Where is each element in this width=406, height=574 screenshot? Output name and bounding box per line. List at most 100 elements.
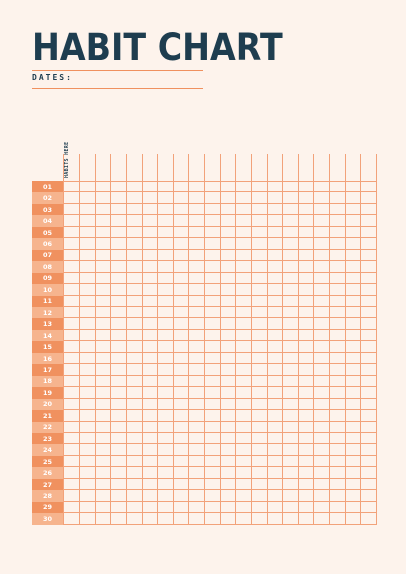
- habit-check-cell[interactable]: [297, 249, 315, 262]
- habit-check-cell[interactable]: [219, 261, 237, 273]
- habit-check-cell[interactable]: [204, 329, 221, 342]
- habit-check-cell[interactable]: [219, 352, 237, 365]
- habit-check-cell[interactable]: [235, 341, 252, 353]
- habit-check-cell[interactable]: [360, 421, 377, 433]
- habit-check-cell[interactable]: [125, 203, 143, 216]
- habit-check-cell[interactable]: [282, 513, 299, 525]
- habit-check-cell[interactable]: [297, 181, 315, 193]
- habit-check-cell[interactable]: [125, 478, 143, 491]
- habit-check-cell[interactable]: [250, 375, 268, 388]
- habit-check-cell[interactable]: [360, 444, 377, 456]
- habit-check-cell[interactable]: [188, 421, 206, 433]
- habit-check-cell[interactable]: [125, 238, 143, 250]
- habit-check-cell[interactable]: [313, 341, 331, 353]
- habit-check-cell[interactable]: [204, 421, 221, 433]
- habit-check-cell[interactable]: [360, 341, 377, 353]
- habit-check-cell[interactable]: [360, 364, 377, 376]
- habit-check-cell[interactable]: [141, 387, 159, 399]
- habit-check-cell[interactable]: [250, 249, 268, 262]
- habit-check-cell[interactable]: [344, 238, 362, 250]
- habit-check-cell[interactable]: [266, 364, 284, 376]
- habit-check-cell[interactable]: [110, 306, 127, 319]
- habit-check-cell[interactable]: [297, 398, 315, 411]
- habit-check-cell[interactable]: [141, 238, 159, 250]
- habit-check-cell[interactable]: [141, 329, 159, 342]
- habit-check-cell[interactable]: [297, 375, 315, 388]
- habit-check-cell[interactable]: [282, 192, 299, 204]
- habit-check-cell[interactable]: [125, 410, 143, 422]
- habit-check-cell[interactable]: [266, 203, 284, 216]
- habit-name-cell[interactable]: [63, 226, 80, 239]
- habit-check-cell[interactable]: [250, 272, 268, 285]
- habit-check-cell[interactable]: [360, 215, 377, 227]
- habit-check-cell[interactable]: [110, 478, 127, 491]
- habit-check-cell[interactable]: [360, 455, 377, 468]
- habit-check-cell[interactable]: [94, 215, 112, 227]
- habit-check-cell[interactable]: [94, 364, 112, 376]
- habit-name-cell[interactable]: [63, 306, 80, 319]
- habit-check-cell[interactable]: [360, 467, 377, 479]
- habit-check-cell[interactable]: [125, 467, 143, 479]
- habit-check-cell[interactable]: [204, 249, 221, 262]
- habit-check-cell[interactable]: [313, 398, 331, 411]
- habit-check-cell[interactable]: [157, 455, 174, 468]
- habit-check-cell[interactable]: [94, 387, 112, 399]
- habit-check-cell[interactable]: [360, 478, 377, 491]
- habit-check-cell[interactable]: [282, 410, 299, 422]
- habit-check-cell[interactable]: [79, 364, 96, 376]
- habit-check-cell[interactable]: [360, 398, 377, 411]
- habit-check-cell[interactable]: [79, 455, 96, 468]
- habit-check-cell[interactable]: [172, 215, 190, 227]
- habit-check-cell[interactable]: [297, 467, 315, 479]
- habit-check-cell[interactable]: [141, 398, 159, 411]
- habit-check-cell[interactable]: [219, 295, 237, 307]
- habit-check-cell[interactable]: [266, 387, 284, 399]
- habit-check-cell[interactable]: [141, 375, 159, 388]
- habit-check-cell[interactable]: [235, 490, 252, 502]
- habit-check-cell[interactable]: [329, 421, 346, 433]
- habit-check-cell[interactable]: [266, 249, 284, 262]
- habit-check-cell[interactable]: [282, 398, 299, 411]
- habit-check-cell[interactable]: [110, 192, 127, 204]
- habit-name-cell[interactable]: [63, 398, 80, 411]
- habit-check-cell[interactable]: [344, 318, 362, 330]
- habit-check-cell[interactable]: [79, 284, 96, 296]
- habit-check-cell[interactable]: [344, 364, 362, 376]
- habit-check-cell[interactable]: [141, 341, 159, 353]
- habit-check-cell[interactable]: [141, 318, 159, 330]
- habit-check-cell[interactable]: [329, 306, 346, 319]
- habit-check-cell[interactable]: [266, 478, 284, 491]
- habit-check-cell[interactable]: [141, 410, 159, 422]
- habit-check-cell[interactable]: [297, 444, 315, 456]
- habit-check-cell[interactable]: [250, 352, 268, 365]
- habit-check-cell[interactable]: [157, 192, 174, 204]
- habit-check-cell[interactable]: [204, 306, 221, 319]
- habit-check-cell[interactable]: [313, 455, 331, 468]
- habit-check-cell[interactable]: [329, 238, 346, 250]
- habit-check-cell[interactable]: [204, 261, 221, 273]
- habit-check-cell[interactable]: [141, 215, 159, 227]
- habit-check-cell[interactable]: [250, 387, 268, 399]
- habit-check-cell[interactable]: [204, 318, 221, 330]
- habit-check-cell[interactable]: [94, 249, 112, 262]
- habit-check-cell[interactable]: [157, 272, 174, 285]
- habit-check-cell[interactable]: [204, 192, 221, 204]
- habit-check-cell[interactable]: [219, 455, 237, 468]
- habit-check-cell[interactable]: [188, 295, 206, 307]
- habit-name-cell[interactable]: [63, 455, 80, 468]
- habit-check-cell[interactable]: [360, 501, 377, 514]
- habit-check-cell[interactable]: [94, 444, 112, 456]
- habit-check-cell[interactable]: [157, 410, 174, 422]
- habit-check-cell[interactable]: [110, 432, 127, 445]
- habit-check-cell[interactable]: [297, 410, 315, 422]
- habit-check-cell[interactable]: [110, 181, 127, 193]
- habit-check-cell[interactable]: [172, 272, 190, 285]
- habit-check-cell[interactable]: [157, 444, 174, 456]
- habit-check-cell[interactable]: [141, 249, 159, 262]
- habit-check-cell[interactable]: [250, 341, 268, 353]
- habit-check-cell[interactable]: [344, 272, 362, 285]
- habit-check-cell[interactable]: [297, 192, 315, 204]
- habit-check-cell[interactable]: [141, 444, 159, 456]
- habit-check-cell[interactable]: [235, 467, 252, 479]
- habit-check-cell[interactable]: [219, 421, 237, 433]
